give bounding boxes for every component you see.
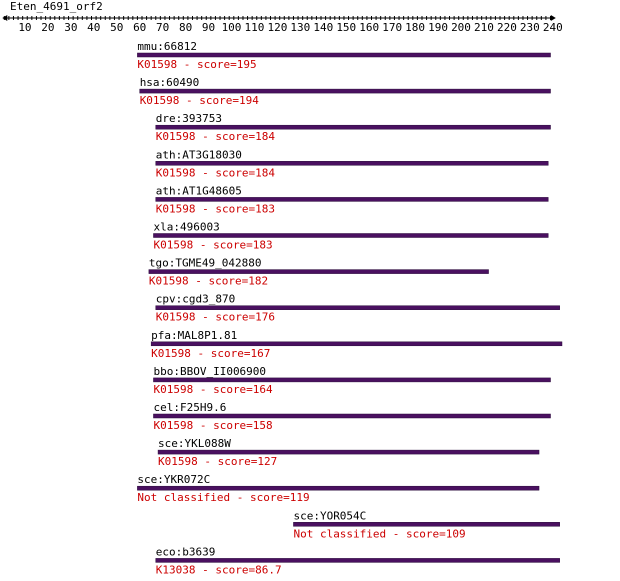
- hit-annotation[interactable]: K01598 - score=183: [156, 202, 275, 215]
- ruler-tick-label: 70: [156, 21, 169, 34]
- hit-row[interactable]: cel:F25H9.6 K01598 - score=158: [153, 401, 551, 432]
- query-title: Eten_4691_orf2: [10, 0, 103, 13]
- hit-alignment-bar[interactable]: [155, 558, 560, 563]
- hit-row[interactable]: hsa:60490 K01598 - score=194: [139, 76, 551, 107]
- hit-row[interactable]: tgo:TGME49_042880 K01598 - score=182: [148, 257, 489, 288]
- hit-alignment-bar[interactable]: [155, 161, 549, 166]
- ruler-tick-label: 110: [245, 21, 265, 34]
- hit-annotation[interactable]: K01598 - score=195: [137, 58, 256, 71]
- hit-gene-id[interactable]: bbo:BBOV_II006900: [153, 365, 266, 378]
- hit-row[interactable]: pfa:MAL8P1.81 K01598 - score=167: [150, 329, 563, 360]
- hit-row[interactable]: sce:YKL088W K01598 - score=127: [157, 437, 540, 468]
- hit-list: mmu:66812 K01598 - score=195 hsa:60490 K015…: [137, 40, 563, 576]
- hit-gene-id[interactable]: sce:YOR054C: [293, 509, 366, 522]
- hit-gene-id[interactable]: hsa:60490: [140, 76, 200, 89]
- hit-gene-id[interactable]: eco:b3639: [156, 545, 216, 558]
- ruler-tick-label: 40: [87, 21, 100, 34]
- hit-annotation[interactable]: K01598 - score=158: [153, 419, 272, 432]
- hit-alignment-bar[interactable]: [157, 449, 540, 455]
- hit-row[interactable]: cpv:cgd3_870 K01598 - score=176: [155, 293, 560, 324]
- hit-row[interactable]: sce:YKR072C Not classified - score=119: [137, 473, 540, 504]
- hit-gene-id[interactable]: sce:YKL088W: [158, 437, 231, 450]
- hit-annotation[interactable]: K01598 - score=167: [151, 347, 270, 360]
- hit-alignment-bar[interactable]: [293, 522, 560, 527]
- ruler-tick-label: 10: [18, 21, 31, 34]
- hit-gene-id[interactable]: cpv:cgd3_870: [156, 293, 235, 306]
- hit-gene-id[interactable]: mmu:66812: [137, 40, 197, 53]
- hit-annotation[interactable]: K01598 - score=184: [156, 166, 276, 179]
- hit-gene-id[interactable]: ath:AT1G48605: [156, 184, 242, 197]
- hit-alignment-bar[interactable]: [137, 485, 540, 491]
- ruler-tick-label: 180: [405, 21, 425, 34]
- hit-row[interactable]: dre:393753 K01598 - score=184: [155, 112, 551, 143]
- hit-gene-id[interactable]: xla:496003: [153, 221, 219, 234]
- hit-gene-id[interactable]: cel:F25H9.6: [153, 401, 226, 414]
- ruler-tick-label: 130: [290, 21, 310, 34]
- ruler-tick-label: 90: [202, 21, 215, 34]
- ruler-tick-label: 80: [179, 21, 192, 34]
- hit-alignment-bar[interactable]: [153, 413, 551, 419]
- ruler-tick-label: 240: [543, 21, 563, 34]
- hit-annotation[interactable]: K13038 - score=86.7: [156, 563, 282, 576]
- ruler-tick-label: 160: [359, 21, 379, 34]
- hit-row[interactable]: ath:AT1G48605 K01598 - score=183: [155, 184, 549, 215]
- hit-annotation[interactable]: Not classified - score=119: [137, 491, 309, 504]
- hit-annotation[interactable]: K01598 - score=182: [149, 275, 268, 288]
- hit-gene-id[interactable]: sce:YKR072C: [137, 473, 210, 486]
- hit-row[interactable]: ath:AT3G18030 K01598 - score=184: [155, 148, 549, 179]
- hit-alignment-bar[interactable]: [155, 197, 549, 202]
- ruler-tick-label: 170: [382, 21, 402, 34]
- hit-row[interactable]: eco:b3639 K13038 - score=86.7: [155, 545, 560, 576]
- ruler-right-arrow-icon: [550, 15, 556, 21]
- hit-row[interactable]: xla:496003 K01598 - score=183: [153, 221, 549, 252]
- hit-annotation[interactable]: K01598 - score=183: [153, 239, 272, 252]
- hit-annotation[interactable]: K01598 - score=184: [156, 130, 276, 143]
- hit-annotation[interactable]: K01598 - score=176: [156, 311, 275, 324]
- ruler-tick-label: 30: [64, 21, 77, 34]
- hit-alignment-bar[interactable]: [153, 233, 549, 238]
- hit-row[interactable]: sce:YOR054C Not classified - score=109: [293, 509, 560, 540]
- ruler-tick-label: 190: [428, 21, 448, 34]
- hit-annotation[interactable]: K01598 - score=164: [153, 383, 273, 396]
- ruler-tick-label: 150: [336, 21, 356, 34]
- ruler-tick-label: 230: [520, 21, 540, 34]
- hit-gene-id[interactable]: pfa:MAL8P1.81: [151, 329, 237, 342]
- hit-alignment-bar[interactable]: [148, 269, 489, 274]
- ruler-tick-label: 100: [222, 21, 242, 34]
- ruler-tick-label: 140: [313, 21, 333, 34]
- hit-alignment-bar[interactable]: [137, 52, 551, 58]
- hit-alignment-bar[interactable]: [150, 341, 563, 347]
- hit-gene-id[interactable]: tgo:TGME49_042880: [149, 257, 262, 270]
- hit-alignment-bar[interactable]: [155, 305, 560, 310]
- ruler-tick-label: 20: [41, 21, 54, 34]
- ruler-tick-label: 60: [133, 21, 146, 34]
- hit-alignment-bar[interactable]: [139, 88, 551, 94]
- hit-annotation[interactable]: K01598 - score=194: [140, 94, 260, 107]
- ruler-tick-label: 120: [267, 21, 287, 34]
- hit-alignment-bar[interactable]: [155, 124, 551, 130]
- ruler-tick-label: 210: [474, 21, 494, 34]
- hit-gene-id[interactable]: ath:AT3G18030: [156, 148, 242, 161]
- position-ruler: 10 20 30 40 50 60 70 80 90 100 110 120 130 140 150 160 1…: [2, 15, 563, 34]
- ruler-tick-label: 50: [110, 21, 123, 34]
- ruler-tick-label: 220: [497, 21, 517, 34]
- ruler-tick-label: 200: [451, 21, 471, 34]
- hit-annotation[interactable]: K01598 - score=127: [158, 455, 277, 468]
- hit-gene-id[interactable]: dre:393753: [156, 112, 222, 125]
- hit-annotation[interactable]: Not classified - score=109: [293, 527, 465, 540]
- hit-alignment-bar[interactable]: [153, 377, 551, 383]
- hit-row[interactable]: mmu:66812 K01598 - score=195: [137, 40, 551, 71]
- hit-row[interactable]: bbo:BBOV_II006900 K01598 - score=164: [153, 365, 551, 396]
